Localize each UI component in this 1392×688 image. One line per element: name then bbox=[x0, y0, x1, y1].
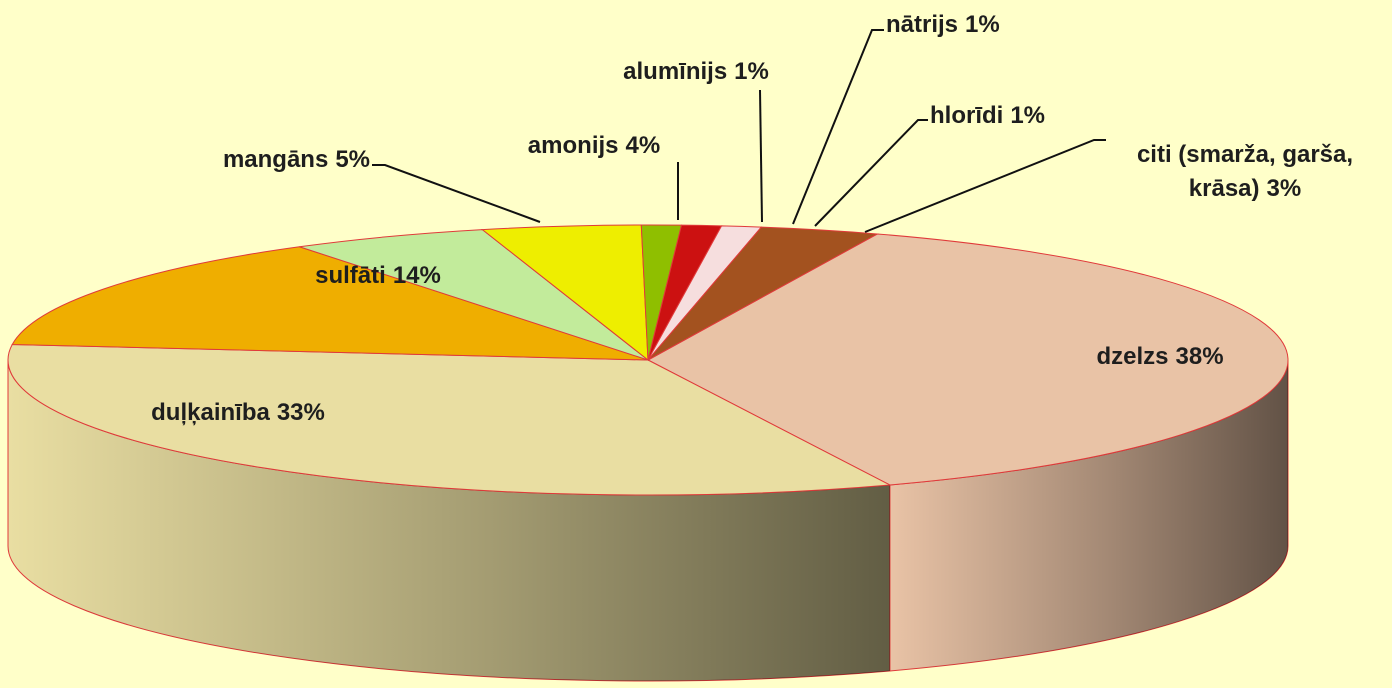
label-name: mangāns bbox=[222, 146, 329, 173]
leader-lines bbox=[372, 29, 1106, 233]
data-label: alumīnijs 1% bbox=[623, 58, 769, 86]
leader-line bbox=[372, 164, 541, 223]
label-name: duļķainība bbox=[151, 399, 270, 426]
pie-tops bbox=[7, 224, 1289, 496]
label-value: 33% bbox=[276, 399, 325, 426]
label-name: sulfāti bbox=[315, 262, 386, 289]
data-label: duļķainība 33% bbox=[151, 399, 325, 427]
label-name: nātrijs bbox=[886, 11, 959, 38]
label-value: 5% bbox=[335, 146, 370, 173]
data-label: sulfāti 14% bbox=[315, 262, 441, 290]
label-name: alumīnijs bbox=[623, 58, 728, 85]
slice bbox=[646, 233, 1289, 486]
data-label: dzelzs 38% bbox=[1096, 343, 1223, 371]
label-value: 3% bbox=[1266, 175, 1302, 202]
slice-side-shade bbox=[8, 360, 890, 681]
pie-sides bbox=[7, 359, 1289, 682]
slice-side-shade bbox=[889, 360, 1288, 671]
leader-line bbox=[759, 89, 763, 223]
label-name: citi (smarža, garša, krāsa) bbox=[1136, 141, 1354, 202]
slice bbox=[299, 229, 649, 361]
data-label: citi (smarža, garša, krāsa) 3% bbox=[1100, 138, 1390, 206]
label-value: 14% bbox=[392, 262, 441, 289]
data-label: hlorīdi 1% bbox=[930, 102, 1045, 130]
label-value: 38% bbox=[1175, 343, 1224, 370]
leader-line bbox=[792, 29, 884, 225]
slice bbox=[7, 343, 892, 496]
label-value: 1% bbox=[1010, 102, 1046, 129]
data-label: amonijs 4% bbox=[528, 132, 660, 160]
label-value: 1% bbox=[965, 11, 1000, 38]
label-name: hlorīdi bbox=[930, 102, 1004, 129]
label-name: amonijs bbox=[527, 132, 619, 159]
leader-line bbox=[864, 139, 1106, 233]
data-label: nātrijs 1% bbox=[886, 11, 1000, 39]
label-name: dzelzs bbox=[1096, 343, 1169, 370]
slice bbox=[11, 246, 649, 361]
leader-line bbox=[814, 119, 928, 227]
data-label: mangāns 5% bbox=[223, 146, 370, 174]
label-value: 4% bbox=[625, 132, 661, 159]
label-value: 1% bbox=[734, 58, 769, 85]
slice bbox=[647, 226, 880, 361]
